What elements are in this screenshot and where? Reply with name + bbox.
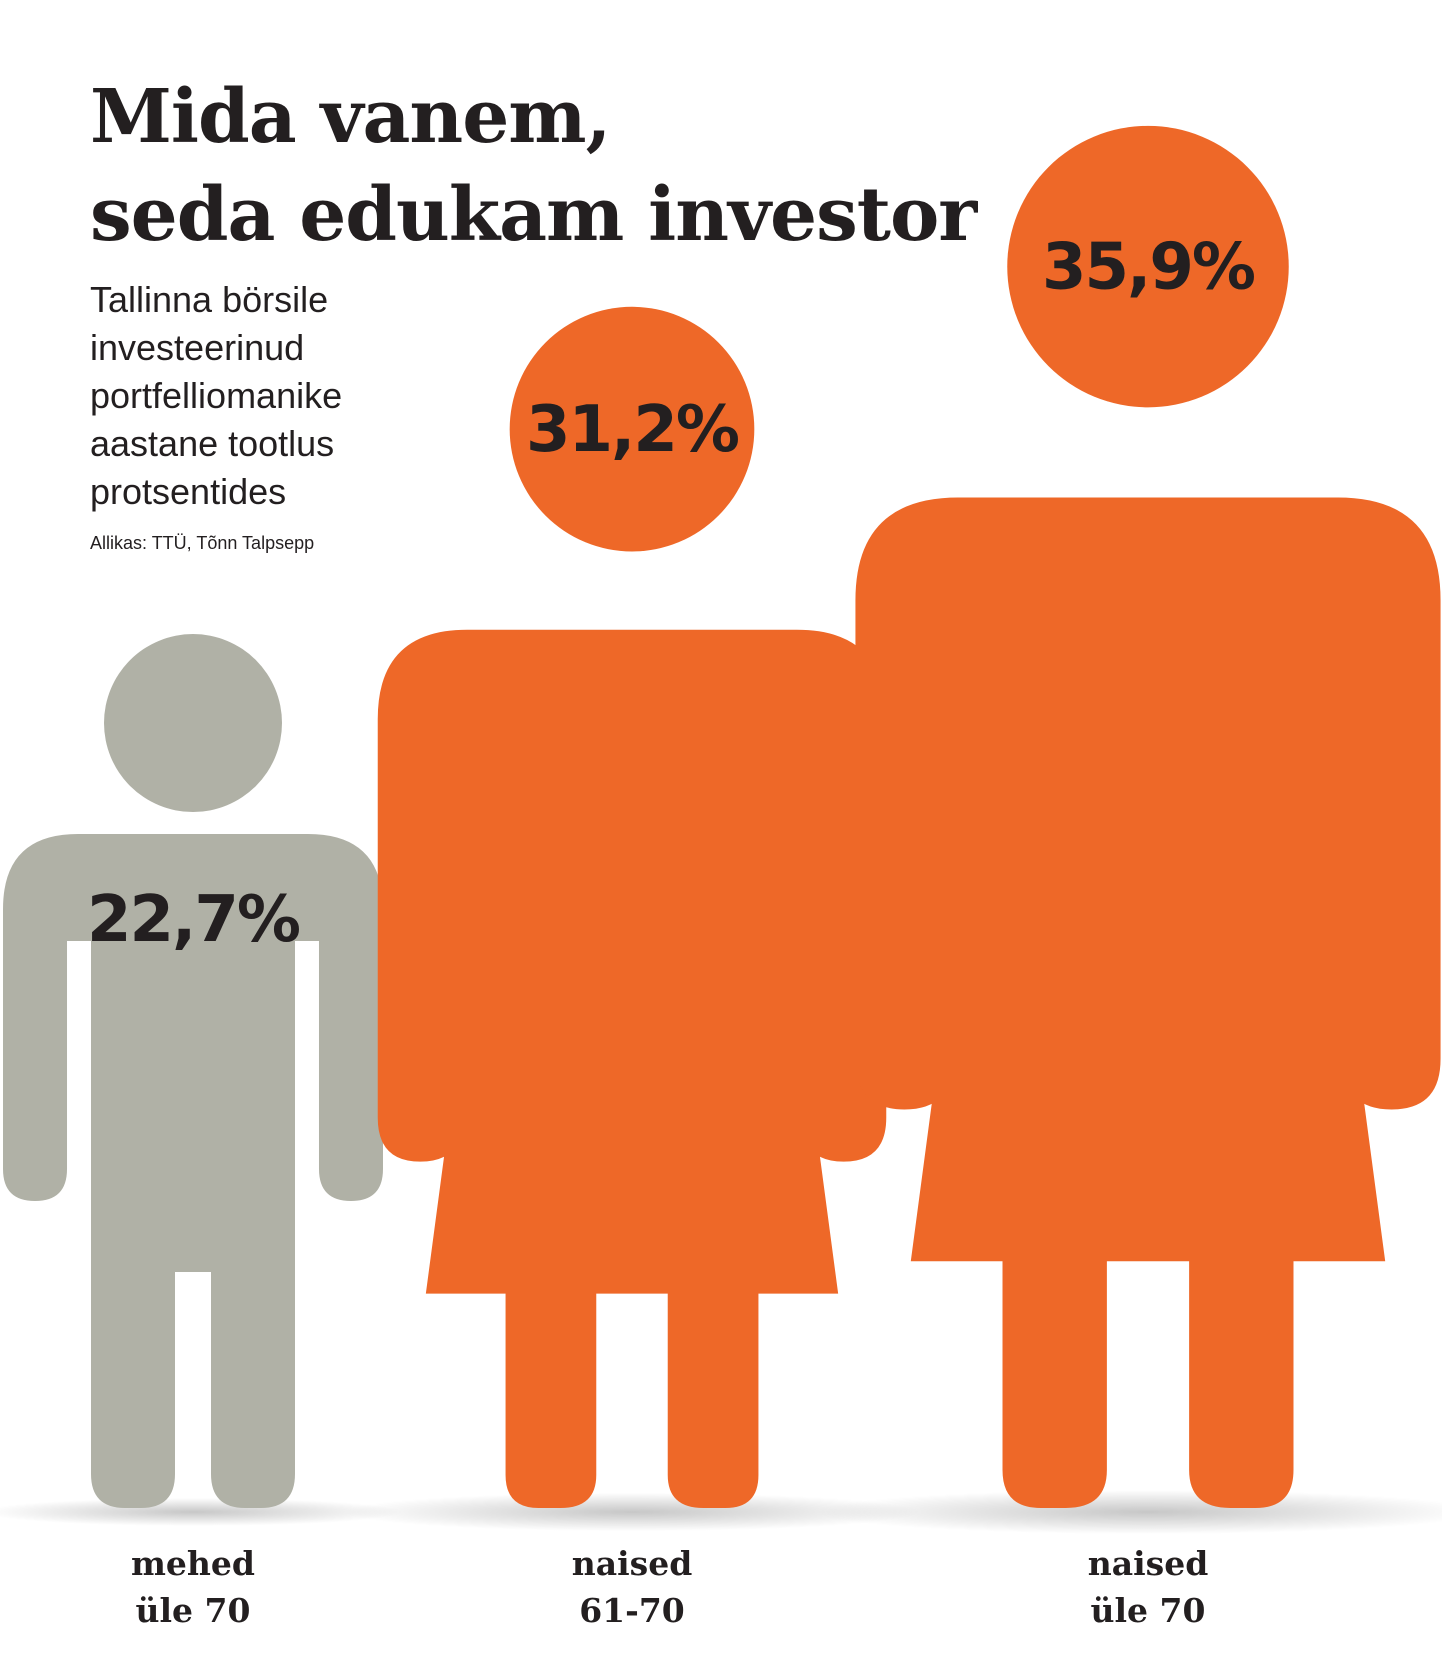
figure-head [104, 634, 282, 813]
subtitle-line: aastane tootlus [90, 423, 335, 464]
figure-head [1007, 125, 1289, 408]
figure-shadow [0, 1498, 403, 1526]
woman-icon [855, 125, 1441, 1508]
title-line: Mida vanem, [90, 74, 611, 160]
subtitle-line: portfelliomanike [90, 375, 343, 416]
category-label: naised [1088, 1544, 1209, 1583]
figure-head [509, 306, 755, 552]
figure-shadow [343, 1492, 921, 1532]
woman-icon [377, 306, 887, 1508]
source-note: Allikas: TTÜ, Tõnn Talpsepp [90, 533, 315, 553]
category-label: üle 70 [1091, 1591, 1206, 1630]
category-label: mehed [131, 1544, 255, 1583]
category-label: 61-70 [579, 1591, 685, 1630]
category-label: üle 70 [136, 1591, 251, 1630]
figure-body [3, 834, 383, 1508]
chart-subtitle: Tallinna börsile investeerinud portfelli… [90, 276, 342, 516]
man-icon [3, 634, 383, 1508]
category-label: naised [572, 1544, 693, 1583]
value-label: 35,9% [1042, 231, 1255, 305]
value-label: 22,7% [87, 883, 300, 957]
figure-body [855, 497, 1441, 1508]
title-line: seda edukam investor [90, 172, 977, 258]
chart-title: Mida vanem, seda edukam investor [90, 68, 977, 264]
value-label: 31,2% [526, 393, 739, 467]
figure-shadow [816, 1489, 1442, 1535]
subtitle-line: Tallinna börsile [90, 279, 329, 320]
subtitle-line: investeerinud [90, 327, 305, 368]
subtitle-line: protsentides [90, 471, 287, 512]
figures-layer: 22,7% mehed üle 70 31,2% naised 61-70 35,9% nai… [0, 125, 1442, 1630]
figure-body [377, 629, 887, 1508]
